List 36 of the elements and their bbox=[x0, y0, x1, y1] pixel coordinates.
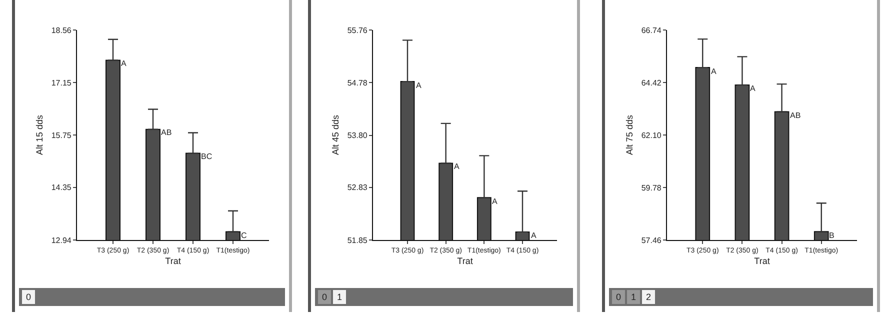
annotation: AB bbox=[161, 128, 172, 137]
y-axis-title: Alt 15 dds bbox=[34, 114, 45, 156]
annotation: B bbox=[829, 231, 834, 240]
annotation: A bbox=[121, 59, 127, 68]
annotation: AB bbox=[790, 111, 801, 120]
x-axis-title: Trat bbox=[165, 256, 182, 266]
annotation: A bbox=[531, 231, 537, 240]
annotation: BC bbox=[201, 152, 212, 161]
tab-bar: 0 bbox=[19, 288, 285, 306]
tab-bar: 0 1 bbox=[315, 288, 573, 306]
y-tick-label: 55.76 bbox=[347, 26, 368, 35]
y-tick-label: 57.46 bbox=[641, 236, 662, 245]
y-tick-label: 59.78 bbox=[641, 183, 662, 192]
y-tick-label: 62.10 bbox=[641, 130, 662, 140]
annotation: A bbox=[416, 81, 422, 90]
tab-bar: 0 1 2 bbox=[609, 288, 873, 306]
y-tick-label: 17.15 bbox=[51, 78, 72, 88]
annotation: A bbox=[750, 84, 756, 93]
y-tick-label: 18.56 bbox=[51, 26, 72, 35]
y-axis-title: Alt 75 dds bbox=[624, 114, 635, 156]
annotation: A bbox=[492, 197, 498, 206]
y-tick-label: 53.80 bbox=[347, 131, 368, 140]
x-axis-title: Trat bbox=[457, 256, 474, 266]
y-tick-label: 14.35 bbox=[51, 183, 72, 192]
y-tick-label: 52.83 bbox=[347, 183, 368, 192]
annotation: A bbox=[711, 67, 717, 76]
y-tick-label: 66.74 bbox=[641, 26, 662, 35]
x-axis-title: Trat bbox=[754, 256, 770, 266]
y-tick-label: 64.42 bbox=[641, 78, 662, 88]
y-tick-label: 15.75 bbox=[51, 130, 72, 140]
y-tick-label: 12.94 bbox=[51, 236, 72, 245]
y-tick-label: 54.78 bbox=[347, 78, 368, 88]
y-axis-title: Alt 45 dds bbox=[330, 114, 341, 156]
annotation: C bbox=[241, 231, 247, 240]
y-tick-label: 51.85 bbox=[347, 236, 368, 245]
annotation: A bbox=[454, 162, 460, 171]
